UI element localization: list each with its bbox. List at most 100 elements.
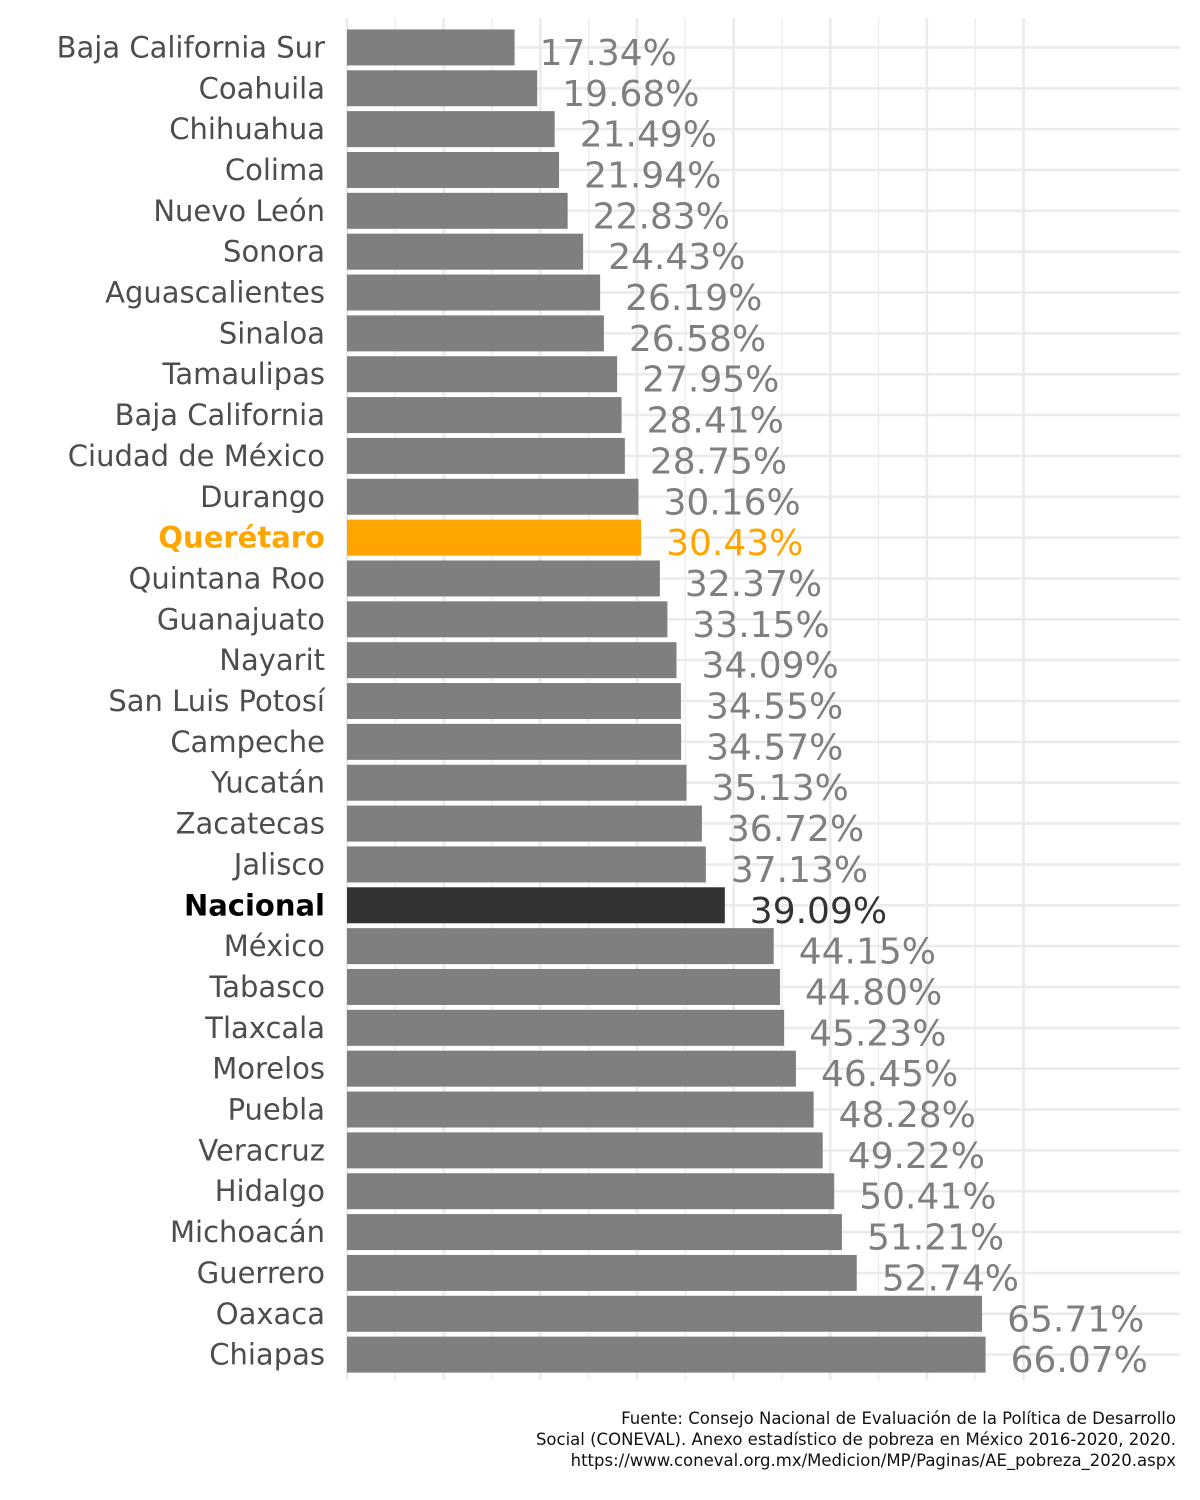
caption-line-1: Fuente: Consejo Nacional de Evaluación d… [621, 1409, 1176, 1428]
category-label: Oaxaca [216, 1297, 325, 1331]
category-label: Chiapas [209, 1338, 325, 1372]
bar [347, 805, 702, 842]
value-labels: 17.34%19.68%21.49%21.94%22.83%24.43%26.1… [540, 33, 1148, 1381]
value-label: 26.19% [625, 278, 762, 319]
category-label: Nayarit [219, 643, 325, 677]
bar [347, 1050, 796, 1087]
category-label: Yucatán [210, 766, 325, 800]
value-label: 45.23% [809, 1013, 946, 1054]
value-label: 24.43% [608, 237, 745, 278]
bar [347, 1009, 785, 1046]
value-label: 26.58% [629, 319, 766, 360]
category-label: Durango [200, 480, 325, 514]
bar [347, 111, 555, 148]
category-label: Hidalgo [215, 1174, 325, 1208]
value-label: 35.13% [712, 768, 849, 809]
bar [347, 601, 668, 638]
category-labels: Baja California Sur Coahuila Chihuahua Coli… [57, 30, 326, 1371]
category-label: Baja California Sur [57, 30, 325, 64]
value-label: 34.57% [706, 727, 843, 768]
category-label: Quintana Roo [129, 561, 326, 595]
category-label: Sinaloa [219, 316, 325, 350]
bars [347, 29, 986, 1373]
bar [347, 356, 618, 393]
value-label: 19.68% [562, 74, 699, 115]
caption-line-2: Social (CONEVAL). Anexo estadístico de p… [535, 1430, 1176, 1449]
bar [347, 846, 706, 883]
category-label: Aguascalientes [105, 276, 325, 310]
category-label: Colima [225, 153, 325, 187]
category-label: San Luis Potosí [108, 684, 326, 718]
value-label: 52.74% [882, 1258, 1019, 1299]
category-label: Nuevo León [153, 194, 325, 228]
bar [347, 519, 642, 556]
bar [347, 1336, 986, 1373]
category-label: Tabasco [208, 970, 325, 1004]
category-label: Coahuila [199, 71, 325, 105]
category-label: Puebla [228, 1093, 325, 1127]
value-label: 34.55% [706, 687, 843, 728]
bar [347, 887, 725, 924]
bar [347, 764, 687, 801]
category-label: Veracruz [198, 1133, 325, 1167]
category-label: Chihuahua [169, 112, 325, 146]
value-label: 48.28% [839, 1095, 976, 1136]
bar [347, 1295, 983, 1332]
category-label: Tamaulipas [162, 357, 326, 391]
grid-lines [345, 18, 1180, 1380]
value-label: 30.43% [666, 523, 803, 564]
bar [347, 560, 660, 597]
bar-chart: Baja California Sur Coahuila Chihuahua Coli… [57, 18, 1180, 1381]
value-label: 22.83% [593, 196, 730, 237]
value-label: 37.13% [731, 850, 868, 891]
bar [347, 1254, 857, 1291]
value-label: 39.09% [750, 891, 887, 932]
bar [347, 151, 560, 188]
category-label: Jalisco [232, 847, 325, 881]
bar [347, 723, 682, 760]
value-label: 30.16% [663, 482, 800, 523]
value-label: 65.71% [1007, 1299, 1144, 1340]
caption-line-3: https://www.coneval.org.mx/Medicion/MP/P… [570, 1451, 1176, 1470]
category-label: México [224, 929, 325, 963]
bar [347, 1214, 842, 1251]
value-label: 44.80% [805, 972, 942, 1013]
bar [347, 437, 625, 474]
value-label: 50.41% [859, 1177, 996, 1218]
category-label: Guanajuato [157, 602, 325, 636]
source-caption: Fuente: Consejo Nacional de Evaluación d… [176, 1408, 1176, 1471]
category-label: Guerrero [197, 1256, 325, 1290]
bar [347, 1132, 823, 1169]
category-label: Tlaxcala [204, 1011, 325, 1045]
value-label: 46.45% [821, 1054, 958, 1095]
category-label: Morelos [212, 1052, 325, 1086]
bar [347, 1173, 835, 1210]
value-label: 28.75% [650, 441, 787, 482]
bar [347, 233, 584, 270]
bar [347, 397, 622, 434]
category-label: Zacatecas [176, 807, 325, 841]
category-label: Ciudad de México [68, 439, 325, 473]
bar [347, 642, 677, 679]
category-label: Sonora [223, 235, 325, 269]
bar [347, 968, 780, 1005]
value-label: 21.49% [580, 115, 717, 156]
value-label: 32.37% [685, 564, 822, 605]
value-label: 33.15% [692, 605, 829, 646]
value-label: 36.72% [727, 809, 864, 850]
value-label: 51.21% [867, 1218, 1004, 1259]
value-label: 66.07% [1011, 1340, 1148, 1381]
bar [347, 70, 538, 107]
value-label: 28.41% [647, 401, 784, 442]
category-label: Nacional [184, 888, 325, 922]
bar [347, 478, 639, 515]
value-label: 34.09% [701, 646, 838, 687]
value-label: 17.34% [540, 33, 677, 74]
bar [347, 683, 681, 720]
value-label: 27.95% [642, 360, 779, 401]
bar [347, 29, 515, 66]
category-label: Baja California [115, 398, 325, 432]
bar [347, 274, 601, 311]
category-label: Michoacán [170, 1215, 325, 1249]
value-label: 21.94% [584, 155, 721, 196]
